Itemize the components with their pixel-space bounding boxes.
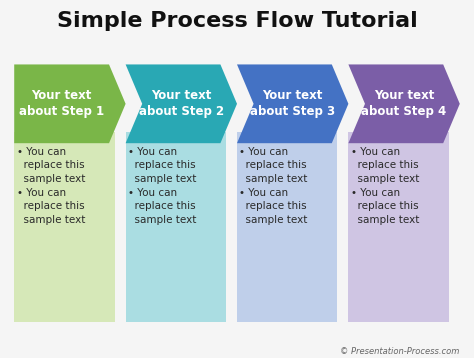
Text: Your text
about Step 3: Your text about Step 3 — [250, 89, 335, 118]
Polygon shape — [126, 132, 226, 322]
Text: • You can
  replace this
  sample text
• You can
  replace this
  sample text: • You can replace this sample text • You… — [128, 147, 196, 225]
Polygon shape — [237, 64, 348, 143]
Text: • You can
  replace this
  sample text
• You can
  replace this
  sample text: • You can replace this sample text • You… — [351, 147, 419, 225]
Text: Your text
about Step 1: Your text about Step 1 — [19, 89, 104, 118]
Polygon shape — [348, 64, 460, 143]
Text: • You can
  replace this
  sample text
• You can
  replace this
  sample text: • You can replace this sample text • You… — [239, 147, 308, 225]
Polygon shape — [14, 132, 115, 322]
Text: Your text
about Step 2: Your text about Step 2 — [139, 89, 224, 118]
Polygon shape — [348, 132, 449, 322]
Text: Simple Process Flow Tutorial: Simple Process Flow Tutorial — [56, 11, 418, 31]
Polygon shape — [126, 64, 237, 143]
Text: © Presentation-Process.com: © Presentation-Process.com — [340, 347, 460, 356]
Text: • You can
  replace this
  sample text
• You can
  replace this
  sample text: • You can replace this sample text • You… — [17, 147, 85, 225]
Polygon shape — [237, 132, 337, 322]
Polygon shape — [14, 64, 126, 143]
Text: Your text
about Step 4: Your text about Step 4 — [362, 89, 447, 118]
